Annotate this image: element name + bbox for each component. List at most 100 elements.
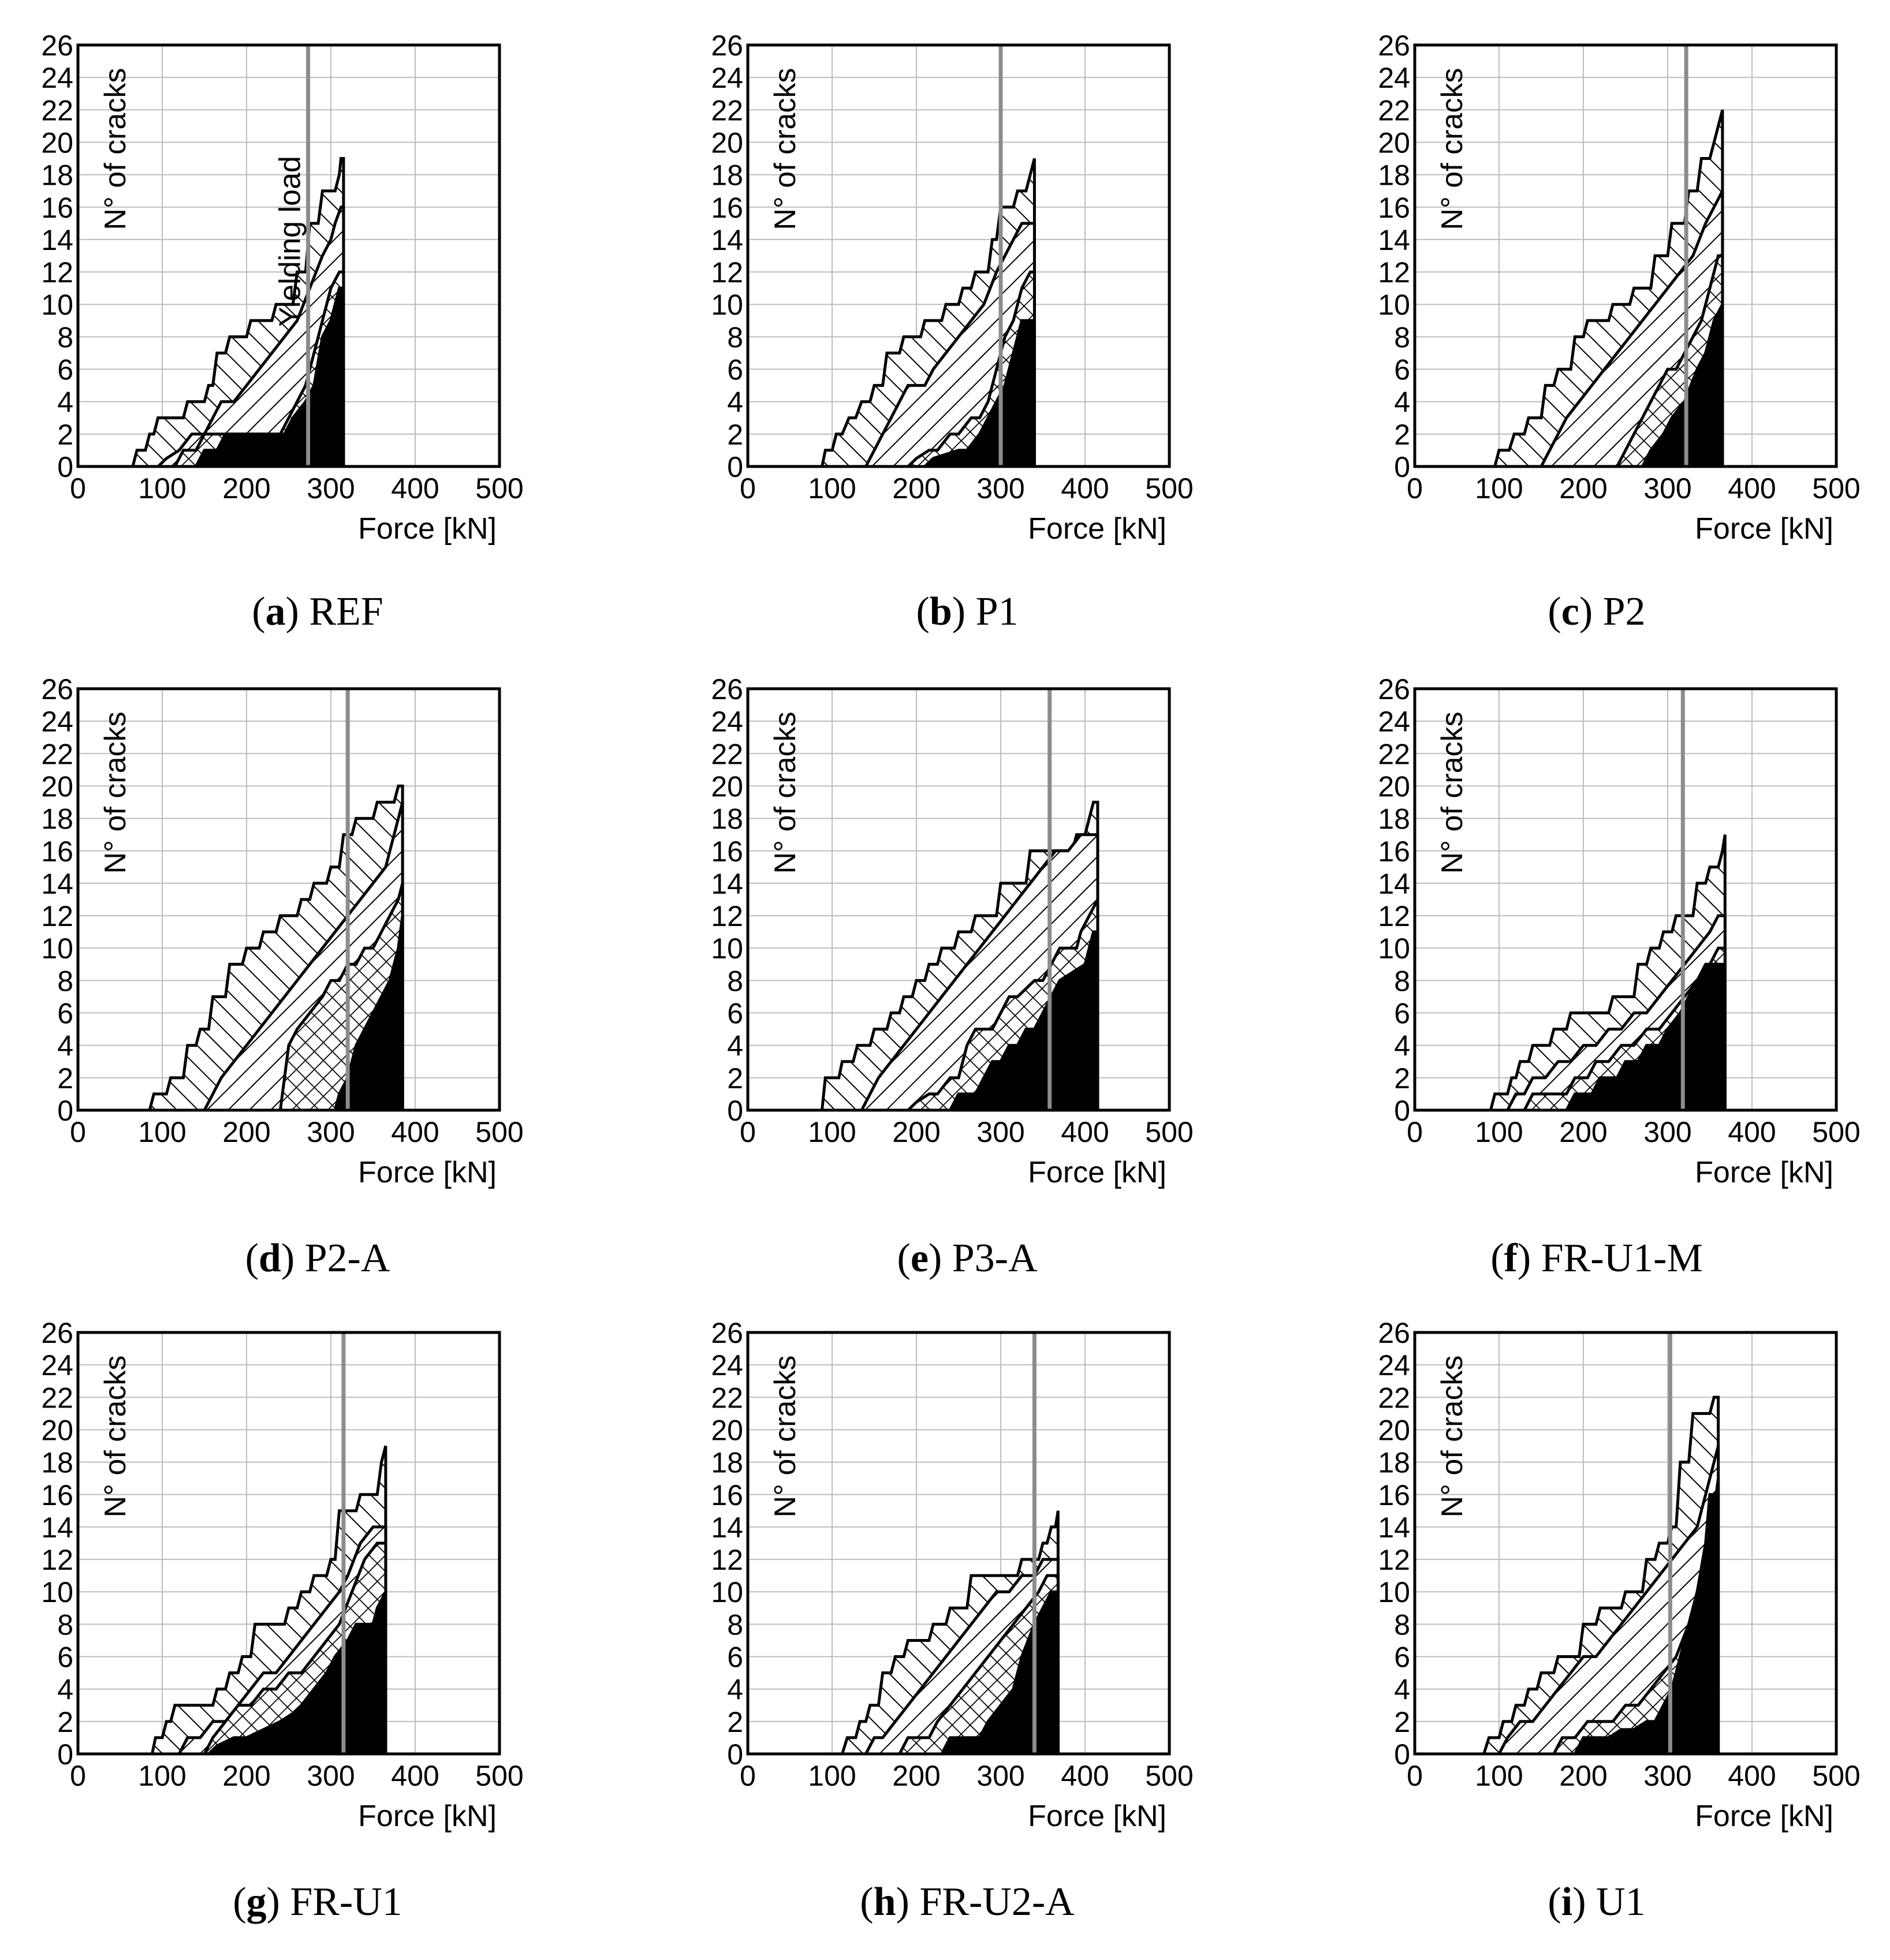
y-tick-label: 22 — [1378, 1382, 1410, 1414]
caption-text: P3-A — [952, 1236, 1038, 1280]
area-series-4 — [78, 286, 345, 468]
y-tick-label: 14 — [41, 224, 73, 256]
y-tick-label: 14 — [41, 868, 73, 900]
area-series-4 — [78, 915, 404, 1112]
area-series-4 — [748, 319, 1036, 468]
x-tick-label: 200 — [892, 472, 940, 505]
y-tick-label: 20 — [711, 1414, 743, 1446]
y-tick-label: 14 — [711, 1511, 743, 1544]
caption-text: FR-U1-M — [1541, 1236, 1703, 1280]
y-tick-label: 6 — [1394, 998, 1410, 1030]
y-tick-label: 8 — [727, 321, 743, 353]
area-series-4 — [78, 1591, 387, 1756]
y-tick-label: 20 — [711, 126, 743, 159]
y-tick-label: 0 — [57, 1738, 73, 1771]
y-axis-title: N° of cracks — [99, 1356, 132, 1518]
y-tick-label: 26 — [1378, 1317, 1410, 1349]
yield-load-label: Yielding load — [274, 156, 307, 327]
x-tick-label: 0 — [70, 1116, 86, 1148]
y-tick-label: 18 — [41, 803, 73, 835]
y-tick-label: 20 — [41, 126, 73, 159]
y-tick-label: 6 — [727, 998, 743, 1030]
x-tick-label: 200 — [1559, 1760, 1607, 1792]
area-series-2 — [748, 222, 1036, 468]
x-tick-label: 200 — [892, 1760, 940, 1792]
y-tick-label: 24 — [41, 1349, 73, 1382]
y-tick-label: 14 — [711, 224, 743, 256]
area-series-4 — [748, 930, 1099, 1112]
x-tick-label: 500 — [1145, 1116, 1193, 1148]
y-axis-title: N° of cracks — [1436, 1356, 1469, 1518]
x-tick-label: 400 — [1061, 1116, 1109, 1148]
x-axis-title: Force [kN] — [1695, 1800, 1833, 1833]
caption-e: (e) P3-A — [897, 1236, 1038, 1280]
y-tick-label: 0 — [1394, 1095, 1410, 1127]
area-series-3 — [1415, 254, 1724, 468]
y-tick-label: 4 — [57, 1030, 73, 1062]
y-tick-label: 0 — [1394, 1738, 1410, 1771]
x-tick-label: 400 — [391, 1116, 439, 1148]
y-tick-label: 16 — [711, 192, 743, 224]
plot-frame — [746, 1331, 1171, 1756]
caption-letter: c — [1561, 589, 1579, 634]
x-tick-label: 300 — [1643, 472, 1691, 505]
y-tick-label: 26 — [1378, 29, 1410, 62]
y-tick-label: 8 — [57, 1608, 73, 1641]
x-tick-label: 0 — [70, 472, 86, 505]
y-tick-label: 20 — [711, 770, 743, 802]
y-tick-label: 4 — [727, 1030, 743, 1062]
y-tick-label: 24 — [711, 62, 743, 94]
x-tick-label: 0 — [740, 1760, 756, 1792]
y-tick-label: 6 — [57, 998, 73, 1030]
y-tick-label: 4 — [1394, 386, 1410, 419]
caption-i: (i) U1 — [1548, 1880, 1646, 1924]
y-tick-label: 8 — [727, 965, 743, 997]
x-tick-label: 100 — [138, 472, 186, 505]
y-tick-label: 20 — [41, 770, 73, 802]
x-tick-label: 500 — [1812, 1760, 1860, 1792]
y-tick-label: 16 — [41, 835, 73, 868]
x-tick-label: 200 — [1559, 1116, 1607, 1148]
y-tick-label: 2 — [1394, 1706, 1410, 1738]
y-tick-label: 12 — [711, 256, 743, 289]
y-tick-label: 6 — [727, 1641, 743, 1674]
y-tick-label: 10 — [1378, 289, 1410, 321]
x-tick-label: 100 — [138, 1116, 186, 1148]
x-tick-label: 100 — [1475, 1116, 1523, 1148]
y-tick-label: 24 — [1378, 1349, 1410, 1382]
x-tick-label: 300 — [1643, 1116, 1691, 1148]
y-tick-label: 10 — [1378, 932, 1410, 965]
x-tick-label: 200 — [892, 1116, 940, 1148]
y-tick-label: 18 — [711, 1447, 743, 1479]
x-tick-label: 100 — [808, 472, 856, 505]
y-tick-label: 16 — [711, 1479, 743, 1511]
caption-c: (c) P2 — [1548, 589, 1646, 634]
caption-letter: d — [258, 1236, 281, 1280]
plot-frame — [76, 687, 501, 1112]
y-tick-label: 10 — [1378, 1576, 1410, 1608]
plot-frame — [1413, 43, 1838, 468]
x-tick-label: 300 — [976, 1116, 1024, 1148]
y-tick-label: 10 — [41, 1576, 73, 1608]
y-tick-label: 0 — [1394, 451, 1410, 483]
x-tick-label: 0 — [740, 472, 756, 505]
y-tick-label: 8 — [1394, 1608, 1410, 1641]
y-tick-label: 20 — [41, 1414, 73, 1446]
y-tick-label: 22 — [711, 94, 743, 126]
caption-letter: a — [265, 589, 286, 634]
x-tick-label: 100 — [1475, 472, 1523, 505]
y-tick-label: 8 — [727, 1608, 743, 1641]
caption-text: REF — [309, 589, 383, 634]
x-tick-label: 500 — [475, 1116, 523, 1148]
y-tick-label: 8 — [1394, 321, 1410, 353]
x-tick-label: 400 — [391, 1760, 439, 1792]
y-tick-label: 18 — [41, 159, 73, 192]
x-tick-label: 400 — [1061, 472, 1109, 505]
y-tick-label: 22 — [1378, 738, 1410, 770]
x-tick-label: 0 — [1407, 472, 1423, 505]
